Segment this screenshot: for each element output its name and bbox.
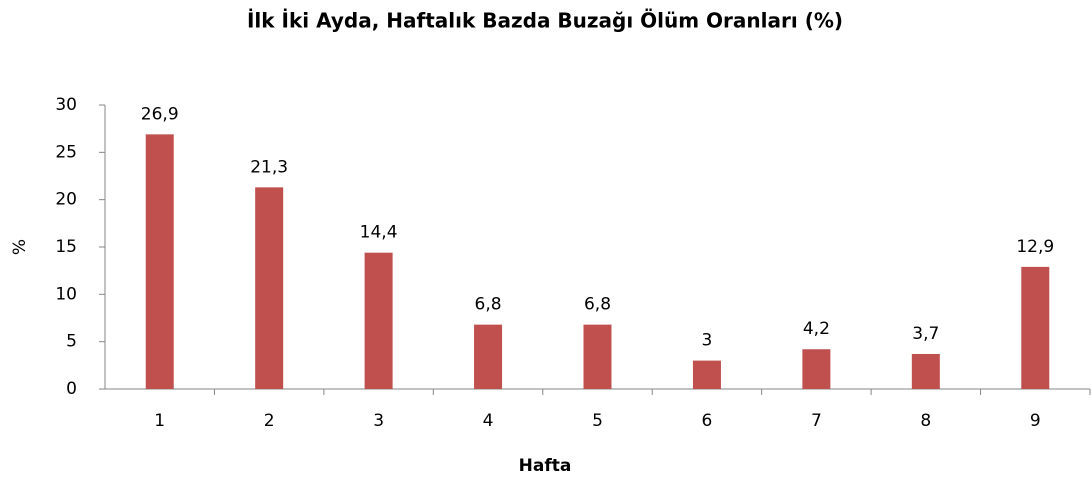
y-tick-label: 0 bbox=[66, 379, 77, 399]
value-label: 3,7 bbox=[912, 324, 939, 344]
x-tick-label: 4 bbox=[483, 411, 494, 431]
x-axis-label: Hafta bbox=[519, 456, 572, 476]
x-tick-label: 5 bbox=[592, 411, 603, 431]
value-label: 6,8 bbox=[475, 295, 502, 315]
x-tick-label: 6 bbox=[702, 411, 713, 431]
value-label: 26,9 bbox=[141, 104, 179, 124]
value-label: 4,2 bbox=[803, 319, 830, 339]
value-label: 12,9 bbox=[1016, 237, 1054, 257]
bar bbox=[364, 252, 393, 389]
x-tick-label: 9 bbox=[1030, 411, 1041, 431]
bar bbox=[255, 187, 284, 389]
bar bbox=[145, 134, 174, 389]
chart-title: İlk İki Ayda, Haftalık Bazda Buzağı Ölüm… bbox=[247, 9, 843, 33]
y-tick-label: 5 bbox=[66, 332, 77, 352]
x-tick-label: 3 bbox=[373, 411, 384, 431]
bar bbox=[474, 324, 503, 389]
bar bbox=[583, 324, 612, 389]
y-tick-label: 15 bbox=[55, 237, 77, 257]
y-tick-label: 20 bbox=[55, 190, 77, 210]
bar bbox=[1021, 266, 1050, 389]
x-tick-label: 2 bbox=[264, 411, 275, 431]
bar bbox=[802, 349, 831, 389]
y-tick-label: 25 bbox=[55, 142, 77, 162]
value-label: 6,8 bbox=[584, 295, 611, 315]
x-tick-label: 8 bbox=[920, 411, 931, 431]
value-label: 3 bbox=[702, 331, 713, 351]
y-axis-label: % bbox=[10, 239, 30, 255]
x-tick-label: 1 bbox=[154, 411, 165, 431]
bar bbox=[911, 353, 940, 389]
y-tick-label: 10 bbox=[55, 284, 77, 304]
bar bbox=[692, 360, 721, 389]
value-label: 14,4 bbox=[360, 223, 398, 243]
value-label: 21,3 bbox=[250, 157, 288, 177]
x-tick-label: 7 bbox=[811, 411, 822, 431]
y-tick-label: 30 bbox=[55, 95, 77, 115]
